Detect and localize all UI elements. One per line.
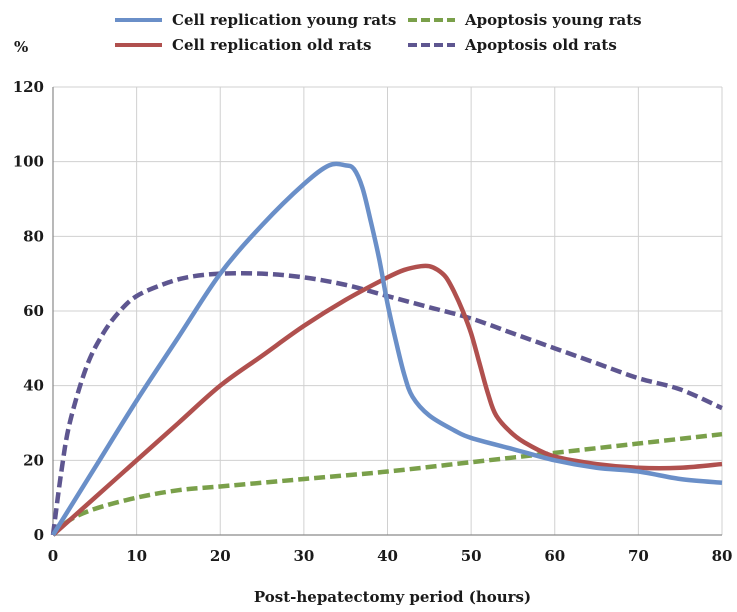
series-line-2: [51, 263, 723, 537]
series-line-1: [51, 161, 723, 537]
x-tick-labels: 0 10 20 30 40 50 60 70 80: [48, 547, 733, 565]
x-tick-label: 0: [48, 547, 58, 565]
y-tick-labels: 0 20 40 60 80 100 120: [13, 78, 44, 544]
x-tick-label: 70: [628, 547, 649, 565]
legend: Cell replication young rats Cell replicat…: [115, 11, 642, 54]
legend-label: Apoptosis young rats: [464, 11, 642, 29]
x-tick-label: 30: [293, 547, 314, 565]
x-axis-title: Post-hepatectomy period (hours): [254, 588, 531, 606]
y-tick-label: 120: [13, 78, 44, 96]
y-axis-title: %: [14, 38, 28, 56]
legend-label: Cell replication old rats: [172, 36, 371, 54]
legend-item: Apoptosis old rats: [408, 36, 617, 54]
legend-item: Cell replication young rats: [115, 11, 396, 29]
y-tick-label: 60: [23, 302, 44, 320]
x-tick-label: 40: [377, 547, 398, 565]
series-layer: [50, 161, 723, 537]
legend-item: Cell replication old rats: [115, 36, 371, 54]
x-tick-label: 20: [210, 547, 231, 565]
series-line-3: [51, 431, 723, 537]
y-tick-label: 0: [34, 526, 44, 544]
legend-label: Cell replication young rats: [172, 11, 396, 29]
legend-item: Apoptosis young rats: [408, 11, 642, 29]
y-tick-label: 20: [23, 451, 44, 469]
x-tick-label: 60: [544, 547, 565, 565]
series-line-4: [50, 270, 723, 536]
x-tick-label: 80: [712, 547, 733, 565]
x-tick-label: 50: [461, 547, 482, 565]
y-tick-label: 100: [13, 153, 44, 171]
y-tick-label: 80: [23, 227, 44, 245]
y-tick-label: 40: [23, 377, 44, 395]
axes: [52, 87, 722, 536]
x-tick-label: 10: [126, 547, 147, 565]
legend-label: Apoptosis old rats: [464, 36, 617, 54]
